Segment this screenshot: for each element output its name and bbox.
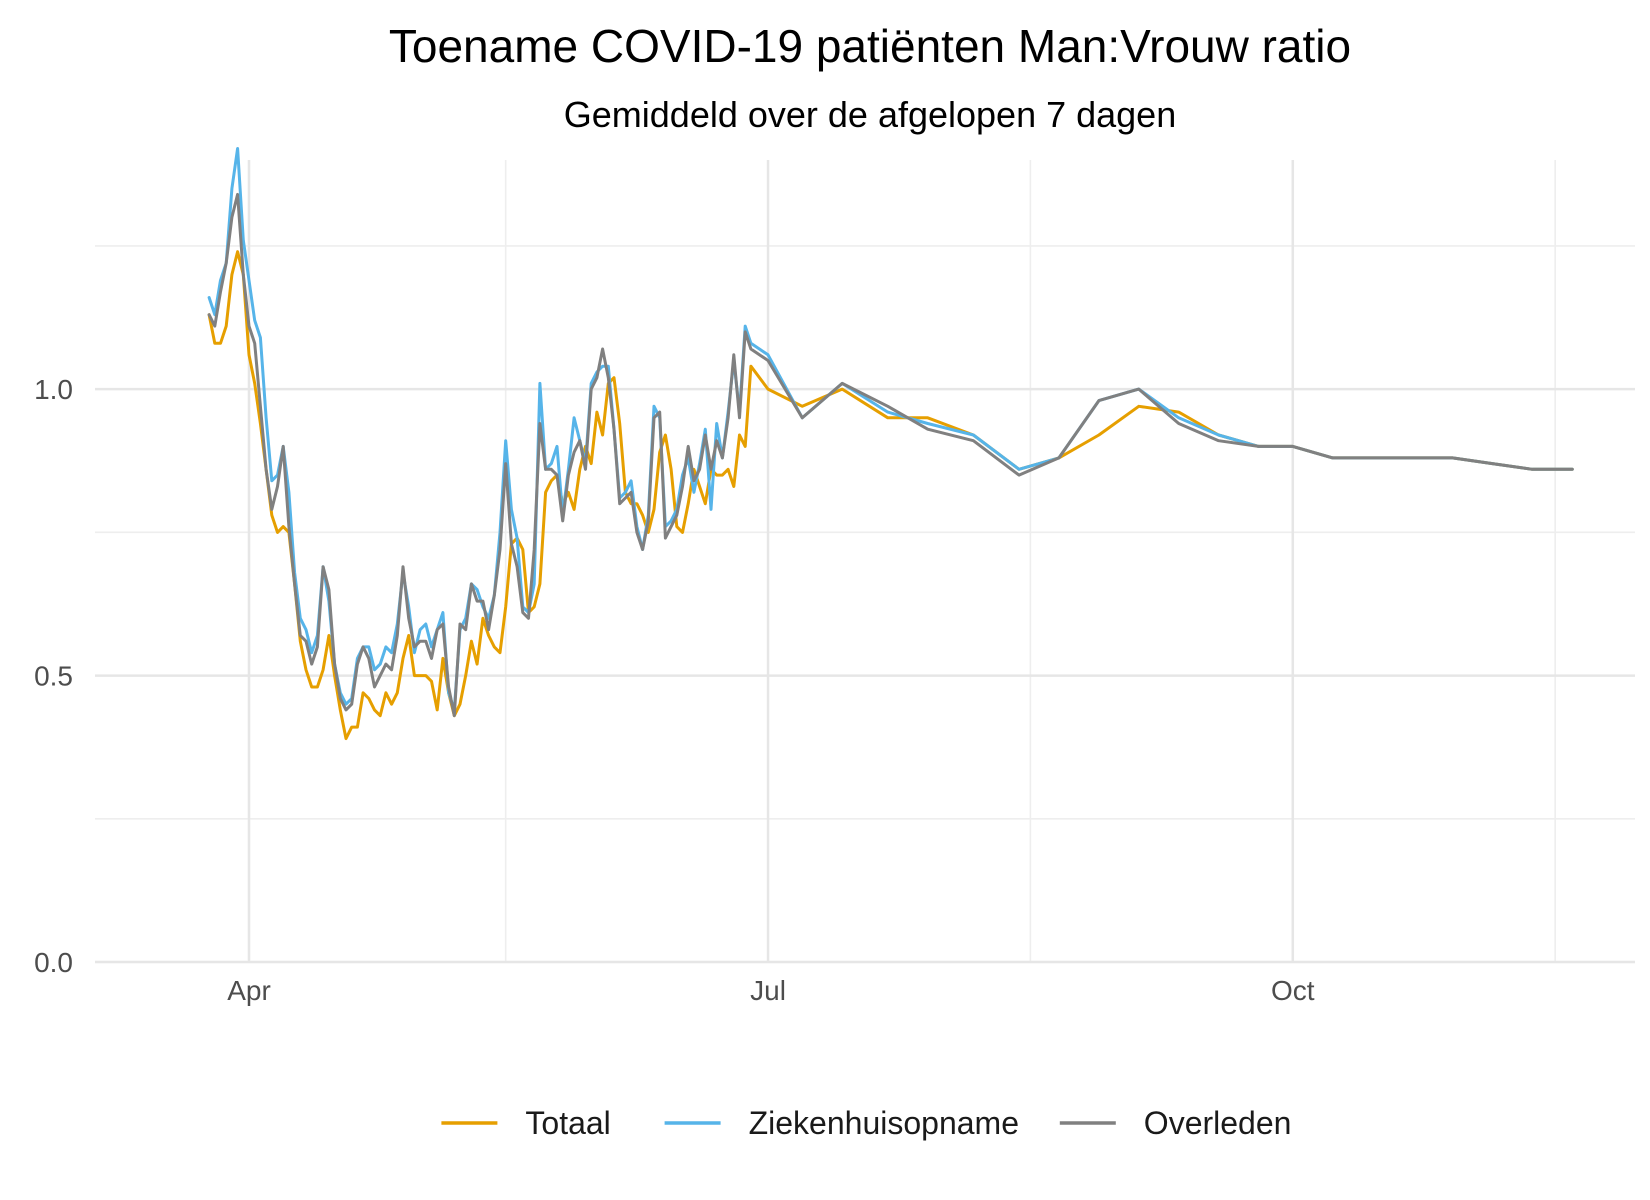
x-tick-label: Jul	[750, 975, 786, 1006]
legend-item-ziekenhuisopname: Ziekenhuisopname	[664, 1105, 1019, 1141]
legend-item-totaal: Totaal	[441, 1105, 611, 1141]
legend-label: Totaal	[525, 1105, 610, 1141]
y-tick-label: 0.0	[34, 947, 73, 978]
legend: Totaal Ziekenhuisopname Overleden	[441, 1105, 1291, 1141]
y-tick-label: 0.5	[34, 661, 73, 692]
gridlines	[95, 160, 1635, 964]
legend-item-overleden: Overleden	[1059, 1105, 1292, 1141]
x-axis-ticks: Apr Jul Oct	[227, 975, 1315, 1006]
x-tick-label: Apr	[227, 975, 271, 1006]
legend-label: Overleden	[1144, 1105, 1292, 1141]
series-line-ziekenhuisopname	[207, 147, 1574, 712]
y-tick-label: 1.0	[34, 374, 73, 405]
legend-label: Ziekenhuisopname	[749, 1105, 1019, 1141]
chart-title: Toename COVID-19 patiënten Man:Vrouw rat…	[389, 20, 1351, 72]
chart-subtitle: Gemiddeld over de afgelopen 7 dagen	[564, 94, 1176, 135]
series-line-totaal	[207, 250, 1574, 741]
x-tick-label: Oct	[1271, 975, 1315, 1006]
plot-area	[207, 147, 1574, 741]
series-line-overleden	[207, 192, 1574, 718]
y-axis-ticks: 0.0 0.5 1.0	[34, 374, 73, 978]
